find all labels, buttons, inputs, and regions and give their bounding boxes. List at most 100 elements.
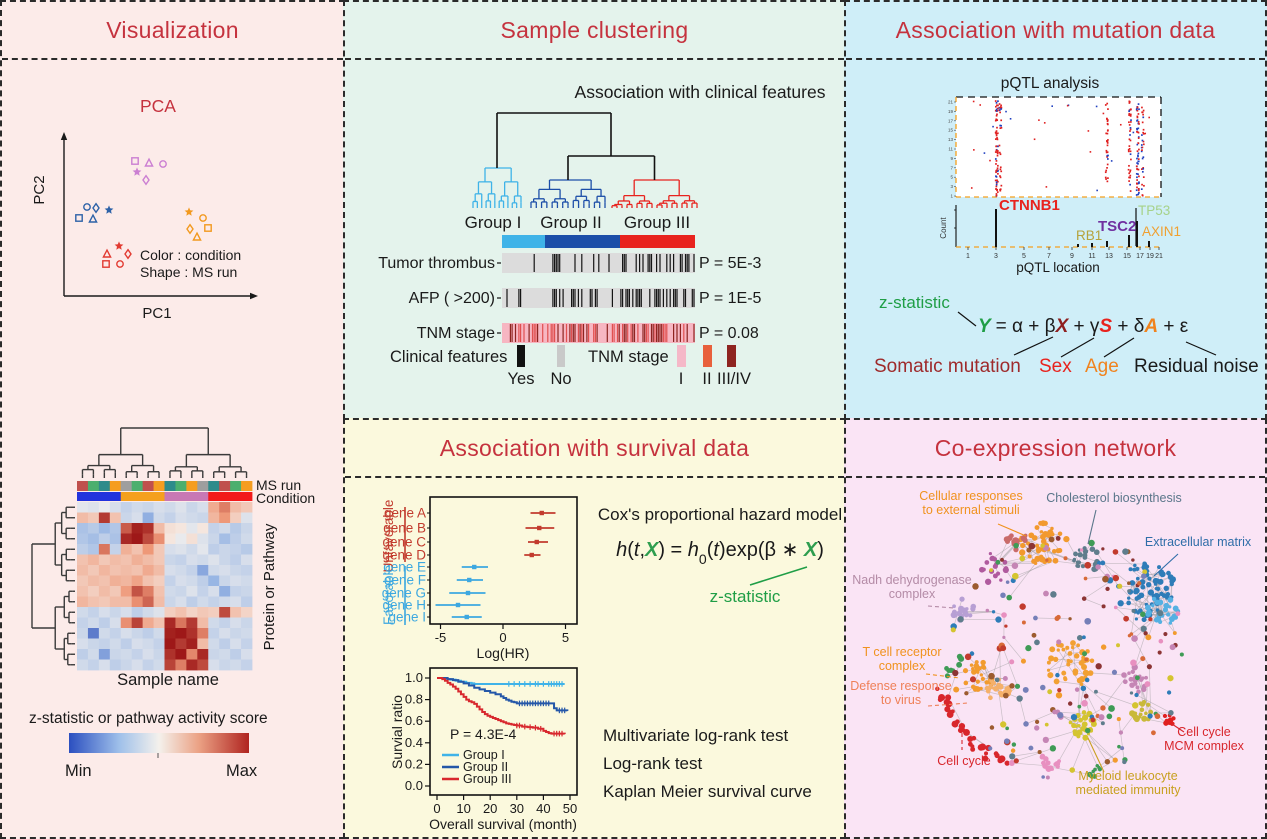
panel-network-header: Co-expression network xyxy=(846,420,1265,478)
svg-text:Log(HR): Log(HR) xyxy=(477,645,530,661)
pca-cluster-condition-2 xyxy=(75,202,114,223)
svg-text:0.2: 0.2 xyxy=(405,756,423,771)
svg-text:1: 1 xyxy=(966,253,970,260)
svg-text:Sample name: Sample name xyxy=(117,671,219,689)
svg-text:19: 19 xyxy=(948,109,954,114)
svg-text:21: 21 xyxy=(1155,253,1163,260)
panel-visualization-header: Visualization xyxy=(2,2,343,60)
svg-text:20: 20 xyxy=(483,801,497,816)
svg-text:-5: -5 xyxy=(435,630,447,645)
panel-network: Co-expression network Cellular responses… xyxy=(844,418,1267,839)
svg-text:z-statistic: z-statistic xyxy=(710,587,781,606)
group-color-bar xyxy=(502,235,695,248)
svg-text:Protein or Pathway: Protein or Pathway xyxy=(261,523,278,650)
pca-cluster-condition-3 xyxy=(184,207,212,241)
svg-text:Yes: Yes xyxy=(508,370,535,388)
panel-visualization-title: Visualization xyxy=(106,16,239,43)
svg-text:Clinical features: Clinical features xyxy=(390,348,507,366)
svg-text:Shape : MS run: Shape : MS run xyxy=(140,264,237,280)
svg-text:7: 7 xyxy=(1047,253,1051,260)
svg-text:Defense response: Defense response xyxy=(850,679,952,693)
svg-text:Overall survival (month): Overall survival (month) xyxy=(429,816,577,832)
svg-text:PC2: PC2 xyxy=(31,175,48,204)
panel-sample-clustering-header: Sample clustering xyxy=(345,2,844,60)
heatmap-grid xyxy=(77,502,253,671)
svg-text:0: 0 xyxy=(499,630,506,645)
clinical-row-1: AFP ( >200) P = 1E-5 xyxy=(409,288,762,308)
svg-text:Cholesterol biosynthesis: Cholesterol biosynthesis xyxy=(1046,491,1182,505)
gene-label-TSC2: TSC2 xyxy=(1098,218,1136,235)
panel-mutation-header: Association with mutation data xyxy=(846,2,1265,60)
svg-text:Cell cycle: Cell cycle xyxy=(1177,725,1231,739)
svg-text:Survial ratio: Survial ratio xyxy=(389,695,405,769)
svg-text:z-statistic or pathway activit: z-statistic or pathway activity score xyxy=(29,710,268,727)
svg-text:Sex: Sex xyxy=(1039,356,1072,377)
svg-text:MS run: MS run xyxy=(256,477,301,493)
svg-text:Nadh dehydrogenase: Nadh dehydrogenase xyxy=(852,573,972,587)
svg-text:Cell cycle: Cell cycle xyxy=(937,754,991,768)
svg-text:Color : condition: Color : condition xyxy=(140,247,241,263)
svg-text:Unfavorable: Unfavorable xyxy=(381,500,396,573)
svg-text:Residual noise: Residual noise xyxy=(1134,356,1259,377)
svg-text:50: 50 xyxy=(563,801,577,816)
svg-text:13: 13 xyxy=(948,137,954,142)
svg-text:Group III: Group III xyxy=(463,772,512,786)
network-label-6: Cell cycle xyxy=(937,726,991,768)
cox-model: Cox's proportional hazard model h(t,X) = … xyxy=(598,505,842,606)
panel-survival-title: Association with survival data xyxy=(439,434,750,461)
svg-text:17: 17 xyxy=(948,118,954,123)
svg-text:5: 5 xyxy=(1022,253,1026,260)
km-curve-group-ii xyxy=(437,677,569,714)
svg-text:0.6: 0.6 xyxy=(405,713,423,728)
svg-text:No: No xyxy=(550,370,571,388)
svg-text:complex: complex xyxy=(879,659,926,673)
svg-text:5: 5 xyxy=(562,630,569,645)
group-labels: Group I Group II Group III xyxy=(465,213,690,232)
panel-mutation: Association with mutation data pQTL anal… xyxy=(844,0,1267,420)
svg-text:11: 11 xyxy=(1088,253,1095,260)
svg-text:III/IV: III/IV xyxy=(717,370,751,388)
km-curve-group-iii xyxy=(437,677,566,737)
svg-text:Association with clinical feat: Association with clinical features xyxy=(575,82,826,102)
svg-text:complex: complex xyxy=(889,587,936,601)
svg-text:AXIN1: AXIN1 xyxy=(1142,224,1181,239)
svg-text:7: 7 xyxy=(950,165,953,170)
clinical-row-2: TNM stage P = 0.08 xyxy=(417,323,759,343)
svg-text:21: 21 xyxy=(948,100,954,105)
svg-text:gene I: gene I xyxy=(388,610,426,625)
svg-text:CTNNB1: CTNNB1 xyxy=(999,197,1060,214)
svg-text:0.8: 0.8 xyxy=(405,692,423,707)
svg-text:Favorable: Favorable xyxy=(381,565,396,625)
svg-text:MCM complex: MCM complex xyxy=(1164,739,1245,753)
svg-text:0.4: 0.4 xyxy=(405,735,423,750)
svg-text:Extracellular matrix: Extracellular matrix xyxy=(1145,535,1252,549)
pca-cluster-condition-4 xyxy=(102,241,132,268)
panel-survival-header: Association with survival data xyxy=(345,420,844,478)
svg-text:I: I xyxy=(679,370,684,388)
svg-text:TSC2: TSC2 xyxy=(1098,218,1136,235)
svg-text:19: 19 xyxy=(1146,253,1154,260)
svg-text:40: 40 xyxy=(536,801,550,816)
svg-text:Min: Min xyxy=(65,762,92,780)
pqtl-plot: pQTL analysis 21 19 17 15 13 11 9 7 5 3 1 xyxy=(948,75,1162,199)
svg-text:Multivariate log-rank test: Multivariate log-rank test xyxy=(603,726,788,745)
svg-text:gene G: gene G xyxy=(382,586,426,601)
svg-text:Log-rank test: Log-rank test xyxy=(603,754,702,773)
network-label-1: Cholesterol biosynthesis xyxy=(1046,491,1182,545)
gene-label-CTNNB1: CTNNB1 xyxy=(999,197,1060,214)
gene-label-TP53: TP53 xyxy=(1138,203,1170,218)
svg-text:Condition: Condition xyxy=(256,490,315,506)
sample-clustering-canvas: Association with clinical features Group … xyxy=(378,82,826,388)
svg-text:1: 1 xyxy=(950,194,953,199)
svg-text:Somatic mutation: Somatic mutation xyxy=(874,356,1021,377)
